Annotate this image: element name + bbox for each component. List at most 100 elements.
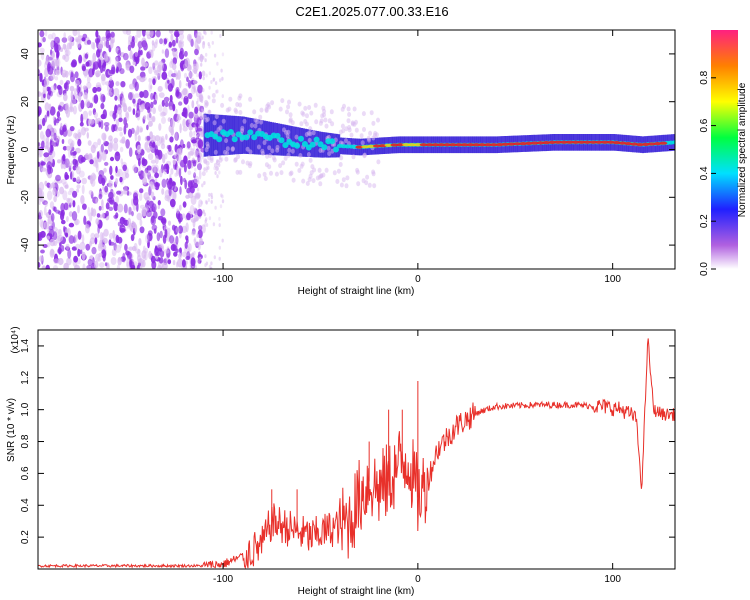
snr-ylabel: SNR (10 * v/v)	[6, 398, 17, 462]
noise-speck	[125, 250, 130, 256]
noise-speck	[93, 260, 99, 269]
noise-speck	[171, 73, 177, 78]
noise-speck	[100, 73, 106, 82]
noise-speck	[51, 32, 56, 40]
noise-speck	[202, 181, 206, 186]
noise-speck	[175, 248, 179, 253]
halo-speck	[346, 118, 351, 124]
halo-speck	[291, 177, 296, 183]
halo-speck	[279, 170, 284, 176]
noise-speck	[167, 259, 172, 265]
noise-speck	[111, 124, 115, 133]
noise-speck	[122, 30, 129, 35]
noise-speck	[136, 30, 142, 38]
band-peak	[583, 140, 592, 144]
noise-speck	[118, 127, 123, 132]
noise-speck	[159, 38, 164, 45]
halo-speck	[262, 140, 267, 146]
noise-speck	[77, 138, 82, 147]
noise-speck	[202, 109, 205, 114]
noise-speck	[49, 201, 55, 209]
noise-speck	[79, 90, 84, 96]
noise-speck	[115, 177, 119, 185]
noise-speck	[202, 209, 205, 214]
band-peak	[489, 143, 498, 147]
noise-speck	[92, 52, 97, 63]
noise-speck	[186, 33, 192, 42]
noise-speck	[73, 132, 78, 139]
noise-speck	[58, 246, 62, 255]
noise-speck	[183, 155, 188, 165]
halo-speck	[257, 173, 262, 179]
noise-speck	[113, 214, 118, 219]
noise-speck	[193, 130, 196, 135]
noise-speck	[41, 265, 46, 269]
noise-speck	[115, 234, 120, 244]
halo-speck	[290, 148, 295, 154]
noise-speck	[150, 101, 154, 109]
halo-speck	[311, 130, 316, 136]
noise-speck	[177, 213, 183, 223]
noise-speck	[197, 151, 201, 156]
noise-speck	[157, 72, 161, 80]
noise-speck	[38, 181, 45, 192]
noise-speck	[202, 55, 205, 60]
halo-speck	[371, 169, 376, 175]
halo-speck	[338, 162, 343, 167]
noise-speck	[167, 220, 172, 226]
noise-speck	[187, 92, 193, 100]
noise-speck	[153, 99, 158, 105]
halo-speck	[258, 114, 263, 120]
noise-speck	[46, 235, 51, 240]
noise-speck	[221, 76, 224, 81]
noise-speck	[65, 80, 71, 85]
noise-speck	[139, 127, 143, 133]
noise-speck	[220, 193, 223, 198]
noise-speck	[195, 122, 199, 128]
halo-speck	[278, 163, 283, 169]
halo-speck	[340, 106, 345, 112]
band-peak	[454, 143, 463, 147]
halo-speck	[201, 171, 206, 177]
noise-speck	[155, 251, 161, 257]
noise-speck	[92, 157, 98, 167]
halo-speck	[281, 160, 286, 166]
halo-speck	[233, 107, 238, 113]
noise-speck	[204, 199, 208, 204]
noise-speck	[56, 111, 61, 118]
noise-speck	[177, 154, 182, 164]
noise-speck	[38, 233, 41, 242]
x-tick-label: 0	[415, 274, 421, 285]
halo-speck	[323, 117, 328, 123]
noise-speck	[64, 184, 69, 189]
noise-speck	[49, 183, 56, 189]
noise-speck	[198, 71, 202, 80]
band-core	[274, 132, 281, 139]
noise-speck	[119, 176, 123, 183]
halo-speck	[238, 102, 243, 108]
halo-speck	[324, 167, 329, 173]
halo-speck	[306, 130, 311, 136]
noise-speck	[97, 138, 101, 146]
band-segment	[328, 132, 331, 158]
noise-speck	[188, 71, 194, 78]
halo-speck	[311, 178, 316, 184]
band-segment	[306, 129, 309, 157]
noise-speck	[194, 30, 198, 39]
noise-speck	[103, 228, 109, 237]
noise-speck	[69, 40, 73, 50]
noise-speck	[85, 99, 91, 108]
noise-speck	[122, 164, 127, 172]
noise-speck	[176, 148, 182, 156]
noise-speck	[97, 225, 100, 234]
halo-speck	[267, 164, 272, 170]
noise-speck	[200, 200, 203, 205]
noise-speck	[160, 137, 164, 143]
noise-speck	[86, 39, 92, 45]
band-core	[231, 136, 238, 143]
noise-speck	[91, 208, 97, 217]
noise-speck	[94, 236, 98, 245]
noise-speck	[136, 75, 142, 80]
noise-speck	[196, 259, 199, 263]
